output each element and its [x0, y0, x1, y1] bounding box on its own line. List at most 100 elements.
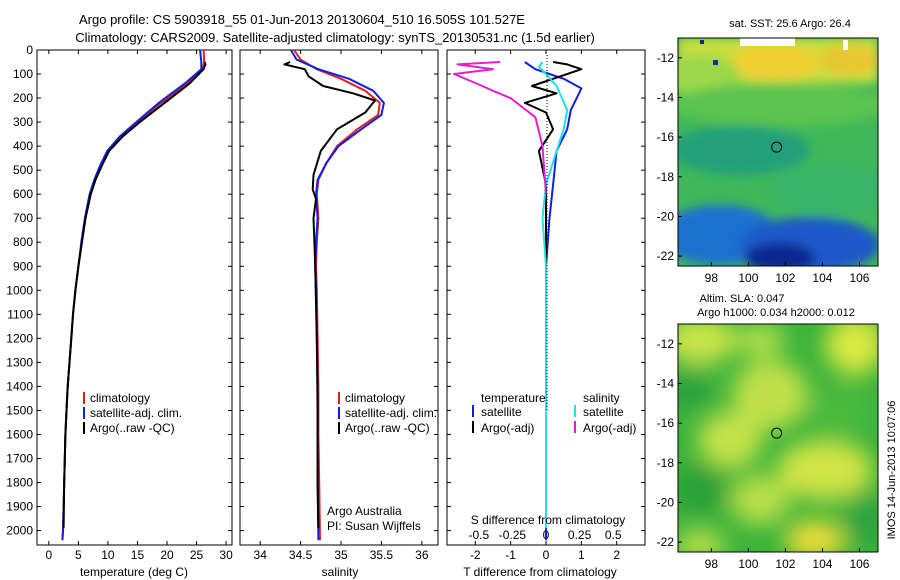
- salinity-axes: [239, 49, 439, 546]
- depth-tick-label: 400: [13, 139, 33, 153]
- x-tick-label: 10: [101, 548, 115, 562]
- s-diff-label: S difference from climatology: [471, 513, 626, 527]
- depth-tick-label: 1700: [6, 451, 33, 465]
- x-tick-label: 1: [578, 548, 585, 562]
- sla-map-title-line2: Argo h1000: 0.034 h2000: 0.012: [697, 307, 855, 319]
- depth-tick-label: 1600: [6, 427, 33, 441]
- credit-line2: PI: Susan Wijffels: [327, 519, 421, 533]
- depth-tick-label: 0: [26, 43, 33, 57]
- depth-tick-label: 1400: [6, 379, 33, 393]
- map-y-tick-label: -22: [657, 249, 675, 263]
- sla-map-frame: [677, 323, 879, 553]
- s-diff-tick-label: 0.25: [568, 528, 592, 542]
- sst-map-frame: [677, 37, 879, 267]
- depth-tick-label: 200: [13, 91, 33, 105]
- x-tick-label: 35.5: [370, 548, 394, 562]
- depth-axis: 0 100 200 300 400 500 600 700 800 900 1000 1100 1200…: [6, 43, 645, 538]
- sst-argo-location-marker: [771, 141, 783, 153]
- x-tick-label: -1: [505, 548, 516, 562]
- map-x-tick-label: 102: [775, 271, 795, 285]
- depth-tick-label: 1500: [6, 403, 33, 417]
- map-x-tick-label: 106: [849, 271, 869, 285]
- x-tick-label: -2: [470, 548, 481, 562]
- depth-tick-label: 900: [13, 259, 33, 273]
- x-tick-label: 0: [543, 548, 550, 562]
- legend-satellite-clim: satellite-adj. clim.: [345, 406, 437, 420]
- map-x-tick-label: 106: [849, 557, 869, 571]
- map-y-tick-label: -20: [657, 209, 675, 223]
- series-line: [537, 61, 569, 529]
- map-y-tick-label: -12: [657, 51, 675, 65]
- x-tick-label: 2: [613, 548, 620, 562]
- legend-argo: Argo(..raw -QC): [90, 421, 175, 435]
- map-y-tick-label: -16: [657, 130, 675, 144]
- map-y-tick-label: -20: [657, 495, 675, 509]
- x-tick-label: 34: [254, 548, 268, 562]
- depth-tick-label: 1100: [7, 307, 33, 321]
- map-y-tick-label: -18: [657, 456, 675, 470]
- series-line: [453, 61, 547, 195]
- figure-title-line2: Climatology: CARS2009. Satellite-adjuste…: [75, 30, 595, 45]
- map-x-tick-label: 98: [705, 557, 719, 571]
- legend-s-satellite: satellite: [583, 405, 624, 419]
- series-line: [283, 61, 376, 529]
- legend-argo: Argo(..raw -QC): [345, 421, 430, 435]
- salinity-xlabel: salinity: [322, 565, 359, 579]
- map-y-tick-label: -22: [657, 535, 675, 549]
- series-line: [523, 61, 583, 529]
- depth-tick-label: 1300: [6, 355, 33, 369]
- sst-map-title: sat. SST: 25.6 Argo: 26.4: [729, 18, 851, 30]
- map-x-tick-label: 102: [775, 557, 795, 571]
- legend-climatology: climatology: [345, 391, 405, 405]
- legend-title-temperature: temperature: [481, 391, 546, 405]
- x-tick-label: 35: [334, 548, 348, 562]
- depth-tick-label: 100: [13, 67, 33, 81]
- x-tick-label: 25: [190, 548, 204, 562]
- depth-tick-label: 1800: [6, 476, 33, 490]
- temperature-axes: [36, 49, 233, 546]
- x-tick-label: 36: [415, 548, 429, 562]
- map-x-tick-label: 100: [738, 557, 758, 571]
- map-y-tick-label: -16: [657, 416, 675, 430]
- sst-map-ticks: 98 100 102 104 106 -12 -14 -16 -18 -20 -22: [657, 51, 870, 285]
- x-tick-label: 30: [219, 548, 233, 562]
- depth-tick-label: 500: [13, 163, 33, 177]
- legend-climatology: climatology: [90, 391, 150, 405]
- depth-tick-label: 2000: [6, 524, 33, 538]
- depth-tick-label: 1900: [6, 500, 33, 514]
- map-x-tick-label: 100: [738, 271, 758, 285]
- map-x-tick-label: 104: [812, 271, 832, 285]
- credit-line1: Argo Australia: [327, 504, 402, 518]
- x-tick-label: 15: [131, 548, 145, 562]
- profile-lines: [61, 49, 583, 541]
- x-tick-label: 20: [160, 548, 174, 562]
- depth-tick-label: 800: [13, 235, 33, 249]
- difference-legend: temperature salinity satellite Argo(-adj…: [472, 391, 636, 435]
- salinity-legend: climatology satellite-adj. clim. Argo(..…: [338, 391, 437, 435]
- series-line: [61, 49, 203, 541]
- temperature-legend: climatology satellite-adj. clim. Argo(..…: [83, 391, 182, 435]
- s-diff-tick-label: -0.5: [468, 528, 489, 542]
- t-diff-xlabel: T difference from climatology: [463, 565, 617, 579]
- depth-tick-label: 300: [13, 115, 33, 129]
- depth-tick-label: 700: [13, 211, 33, 225]
- legend-title-salinity: salinity: [583, 391, 620, 405]
- sla-map-title-line1: Altim. SLA: 0.047: [700, 293, 785, 305]
- sst-map-field: [678, 38, 878, 266]
- series-line: [62, 61, 207, 529]
- depth-tick-label: 600: [13, 187, 33, 201]
- series-line: [290, 49, 385, 541]
- map-x-tick-label: 104: [812, 557, 832, 571]
- x-tick-label: 0: [45, 548, 52, 562]
- legend-t-argo: Argo(-adj): [481, 421, 534, 435]
- legend-satellite-clim: satellite-adj. clim.: [90, 406, 182, 420]
- x-tick-label: 34.5: [289, 548, 313, 562]
- imos-timestamp: IMOS 14-Jun-2013 10:07:06: [886, 401, 898, 540]
- series-line: [293, 49, 381, 541]
- series-line: [524, 61, 583, 541]
- sla-map-ticks: 98 100 102 104 106 -12 -14 -16 -18 -20 -22: [657, 337, 870, 571]
- sla-argo-location-marker: [771, 427, 783, 439]
- legend-t-satellite: satellite: [481, 405, 522, 419]
- s-diff-tick-label: -0.25: [499, 528, 527, 542]
